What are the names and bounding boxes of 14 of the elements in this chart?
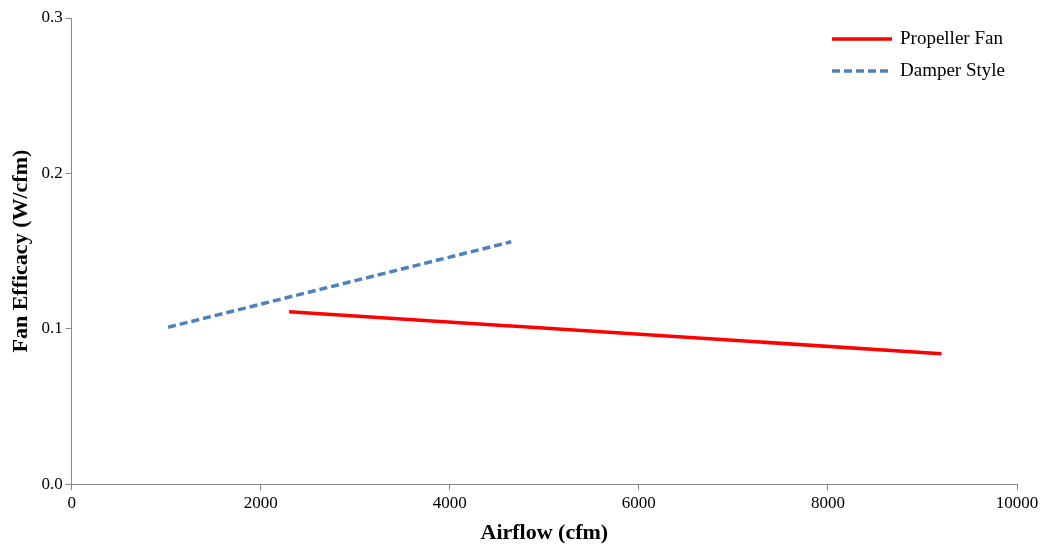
- y-tick-label: 0.0: [41, 473, 63, 493]
- y-axis-title: Fan Efficacy (W/cfm): [6, 149, 32, 353]
- y-tick-label: 0.2: [41, 162, 63, 182]
- x-tick-label: 4000: [432, 492, 467, 512]
- y-tick-label: 0.1: [41, 318, 63, 338]
- x-tick-label: 6000: [621, 492, 656, 512]
- x-tick-label: 10000: [995, 492, 1039, 512]
- legend-label: Propeller Fan: [900, 26, 1004, 48]
- x-tick-label: 0: [67, 492, 76, 512]
- x-tick-label: 8000: [810, 492, 845, 512]
- x-tick-label: 2000: [243, 492, 278, 512]
- x-axis-title: Airflow (cfm): [480, 519, 609, 545]
- y-tick-label: 0.3: [41, 7, 63, 27]
- legend-label: Damper Style: [900, 58, 1006, 80]
